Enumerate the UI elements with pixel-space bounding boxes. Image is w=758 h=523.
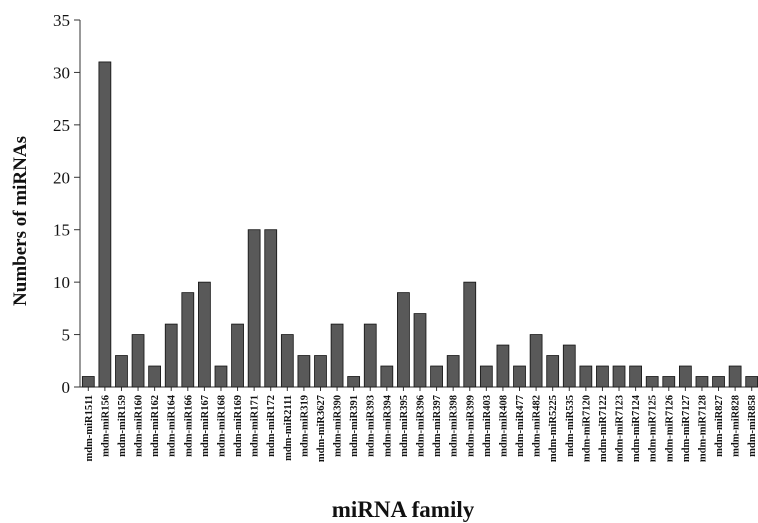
bar-mdm-miR159 <box>115 355 128 388</box>
x-category-label: mdm-miR390 <box>333 395 344 457</box>
x-category-label: mdm-miR319 <box>299 395 310 457</box>
x-category-label: mdm-miR171 <box>250 395 261 457</box>
x-category-label: mdm-miR169 <box>233 395 244 457</box>
y-tick-label: 15 <box>53 221 70 240</box>
bar-mdm-miR166 <box>181 292 195 388</box>
bar-mdm-miR393 <box>363 323 377 388</box>
x-category-label: mdm-miR477 <box>515 395 526 457</box>
bar-mdm-miR7122 <box>596 365 609 388</box>
bar-mdm-miR7125 <box>645 376 659 388</box>
bar-mdm-miR7120 <box>579 365 593 388</box>
x-category-label: mdm-miR7125 <box>648 395 659 462</box>
x-category-label: mdm-miR396 <box>416 395 427 457</box>
bar-mdm-miR403 <box>479 365 493 388</box>
x-category-label: mdm-miR5225 <box>548 395 559 462</box>
bar-mdm-miR172 <box>264 229 278 388</box>
x-category-label: mdm-miR827 <box>714 395 725 457</box>
x-category-label: mdm-miR7123 <box>615 395 626 462</box>
bar-mdm-miR3627 <box>314 355 327 388</box>
x-category-label: mdm-miR3627 <box>316 395 327 462</box>
bar-mdm-miR535 <box>562 344 576 388</box>
bar-mdm-miR397 <box>430 365 443 388</box>
y-axis: 0 5 10 15 20 25 30 35 <box>53 11 81 397</box>
bar-mdm-miR827 <box>712 376 725 388</box>
y-tick-label: 0 <box>62 378 71 397</box>
bar-mdm-miR7128 <box>695 376 709 388</box>
bar-mdm-miR408 <box>496 344 510 388</box>
x-category-label: mdm-miR7122 <box>598 395 609 462</box>
x-category-label: mdm-miR828 <box>731 395 742 457</box>
x-category-label: mdm-miR159 <box>117 395 128 457</box>
bar-mdm-miR395 <box>397 292 410 388</box>
bar-mdm-miR2111 <box>280 334 294 388</box>
x-category-label: mdm-miR7124 <box>631 394 642 462</box>
y-tick-label: 5 <box>62 326 71 345</box>
bar-mdm-miR1511 <box>81 376 95 388</box>
x-category-label: mdm-miR403 <box>482 395 493 457</box>
y-tick-label: 35 <box>53 11 70 30</box>
y-tick-label: 25 <box>53 116 70 135</box>
x-axis-title: miRNA family <box>332 497 475 522</box>
x-category-label: mdm-miR1511 <box>84 395 95 462</box>
x-category-label: mdm-miR7127 <box>681 395 692 462</box>
bar-mdm-miR399 <box>463 281 477 388</box>
bar-mdm-miR391 <box>347 376 361 388</box>
bar-mdm-miR398 <box>446 355 460 388</box>
x-category-label: mdm-miR2111 <box>283 395 294 461</box>
x-category-label: mdm-miR168 <box>216 395 227 457</box>
bar-mdm-miR7126 <box>662 376 676 388</box>
bar-mdm-miR390 <box>330 323 344 388</box>
bar-mdm-miR168 <box>214 365 228 388</box>
x-category-label: mdm-miR391 <box>349 395 360 457</box>
bar-mdm-miR477 <box>513 365 526 388</box>
x-category-label: mdm-miR535 <box>565 395 576 457</box>
x-category-label: mdm-miR399 <box>465 395 476 457</box>
x-category-label: mdm-miR482 <box>532 395 543 457</box>
bar-mdm-miR394 <box>380 365 394 388</box>
bar-mdm-miR160 <box>131 334 145 388</box>
x-category-label: mdm-miR156 <box>100 395 111 457</box>
bar-mdm-miR162 <box>148 365 162 388</box>
x-category-label: mdm-miR7126 <box>664 395 675 462</box>
bar-mdm-miR828 <box>728 365 742 388</box>
bar-mdm-miR482 <box>529 334 543 388</box>
bar-mdm-miR169 <box>231 323 244 388</box>
bar-mdm-miR167 <box>198 281 211 388</box>
bar-mdm-miR156 <box>98 61 112 388</box>
bar-mdm-miR171 <box>247 229 261 388</box>
x-axis <box>80 386 758 391</box>
bar-mdm-miR7123 <box>612 365 626 388</box>
x-category-label: mdm-miR395 <box>399 395 410 457</box>
y-tick-label: 20 <box>53 168 70 187</box>
bar-mdm-miR858 <box>745 376 758 388</box>
x-category-label: mdm-miR398 <box>449 395 460 457</box>
x-category-label: mdm-miR160 <box>134 395 145 457</box>
x-category-label: mdm-miR172 <box>266 395 277 457</box>
x-category-label: mdm-miR167 <box>200 395 211 457</box>
x-category-label: mdm-miR393 <box>366 395 377 457</box>
x-category-label: mdm-miR166 <box>183 395 194 457</box>
bar-mdm-miR164 <box>164 323 178 388</box>
x-category-label: mdm-miR397 <box>432 395 443 457</box>
bar-mdm-miR319 <box>297 355 311 388</box>
bar-mdm-miR7127 <box>678 365 692 388</box>
bar-mdm-miR5225 <box>546 355 560 388</box>
y-tick-label: 30 <box>53 63 70 82</box>
y-tick-label: 10 <box>53 273 70 292</box>
y-axis-title: Numbers of miRNAs <box>10 136 31 306</box>
bars <box>81 61 758 388</box>
x-category-label: mdm-miR164 <box>167 394 178 457</box>
x-category-label: mdm-miR7120 <box>581 395 592 462</box>
x-category-label: mdm-miR7128 <box>697 395 708 462</box>
bar-mdm-miR396 <box>413 313 427 388</box>
x-category-label: mdm-miR394 <box>382 394 393 457</box>
x-category-label: mdm-miR858 <box>747 395 758 457</box>
x-category-label: mdm-miR162 <box>150 395 161 457</box>
category-labels: mdm-miR1511 mdm-miR156 mdm-miR159 mdm-miR16… <box>84 394 758 462</box>
x-category-label: mdm-miR408 <box>498 395 509 457</box>
bar-mdm-miR7124 <box>629 365 642 388</box>
